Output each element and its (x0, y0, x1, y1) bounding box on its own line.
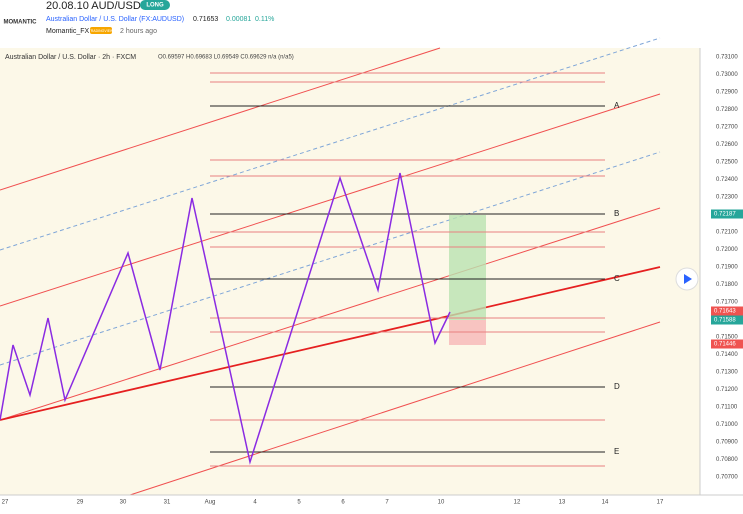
price-label: 0.73000 (716, 72, 738, 78)
price-label: 0.72700 (716, 125, 738, 131)
logo: MOMANTIC (4, 20, 38, 26)
price-badge-bg (711, 315, 743, 325)
level-label: A (614, 101, 620, 110)
price-label: 0.70800 (716, 457, 738, 463)
price-label: 0.71000 (716, 422, 738, 428)
time-label: 4 (253, 500, 257, 506)
long-badge-bg (140, 0, 170, 10)
time-label: 10 (438, 500, 445, 506)
level-label: E (614, 447, 619, 456)
logo-box (0, 0, 40, 36)
price-label: 0.72600 (716, 142, 738, 148)
price-label: 0.70700 (716, 475, 738, 481)
price-label: 0.72000 (716, 247, 738, 253)
target-zone (449, 215, 486, 320)
time-label: 6 (341, 500, 345, 506)
price-label: 0.71800 (716, 282, 738, 288)
level-label: B (614, 209, 619, 218)
play-icon (684, 274, 692, 284)
price-badge: 0.71588 (714, 318, 736, 324)
time-label: 30 (120, 500, 127, 506)
long-badge: LONG (146, 3, 164, 9)
fib-levels (210, 72, 605, 467)
price-label: 0.71400 (716, 352, 738, 358)
price-label: 0.71300 (716, 370, 738, 376)
change-pct: 0.11% (255, 16, 274, 23)
legend-name: Australian Dollar / U.S. Dollar · 2h · F… (5, 54, 136, 61)
price-label: 0.71100 (716, 405, 738, 411)
time-label: 5 (297, 500, 301, 506)
level-label: C (614, 274, 620, 283)
time-label: 29 (77, 500, 84, 506)
price-label: 0.70900 (716, 440, 738, 446)
time-label: 13 (559, 500, 566, 506)
time-label: 17 (657, 500, 664, 506)
time-label: 31 (164, 500, 171, 506)
price-badge-bg (711, 209, 743, 219)
author-badge-bg (90, 27, 112, 34)
price-label: 0.72100 (716, 230, 738, 236)
price-label: 0.71900 (716, 265, 738, 271)
price-label: 0.72300 (716, 195, 738, 201)
channel (0, 47, 661, 496)
idea-title: 20.08.10 AUD/USD (46, 0, 141, 12)
price-badge: 0.71446 (714, 342, 736, 348)
legend-ohlc: O0.69597 H0.69683 L0.69549 C0.69629 n/a … (158, 55, 294, 61)
author[interactable]: Momantic_FX (46, 28, 90, 35)
time-label: 14 (602, 500, 609, 506)
price-label: 0.72800 (716, 107, 738, 113)
price-label: 0.73100 (716, 55, 738, 61)
time-label: 12 (514, 500, 521, 506)
time-label: Aug (205, 500, 216, 506)
zigzag (0, 172, 451, 465)
key-levels (210, 105, 605, 453)
time-label: 7 (385, 500, 389, 506)
time-label: 27 (2, 500, 9, 506)
price-label: 0.71200 (716, 387, 738, 393)
price-label: 0.71500 (716, 335, 738, 341)
price-label: 0.72500 (716, 160, 738, 166)
price-badge: 0.71643 (714, 309, 736, 315)
time: 2 hours ago (120, 28, 157, 35)
price-badge: 0.72187 (714, 212, 736, 218)
symbol[interactable]: Australian Dollar / U.S. Dollar (FX:AUDU… (46, 16, 184, 23)
price-badge-bg (711, 306, 743, 316)
price: 0.71653 (193, 16, 218, 23)
price-label: 0.72900 (716, 90, 738, 96)
price-badge-bg (711, 339, 743, 349)
level-label: D (614, 382, 620, 391)
price-label: 0.71700 (716, 300, 738, 306)
price-label: 0.72400 (716, 177, 738, 183)
author-badge: TRADINGVIEW (89, 29, 114, 33)
change: 0.00081 (226, 16, 251, 23)
